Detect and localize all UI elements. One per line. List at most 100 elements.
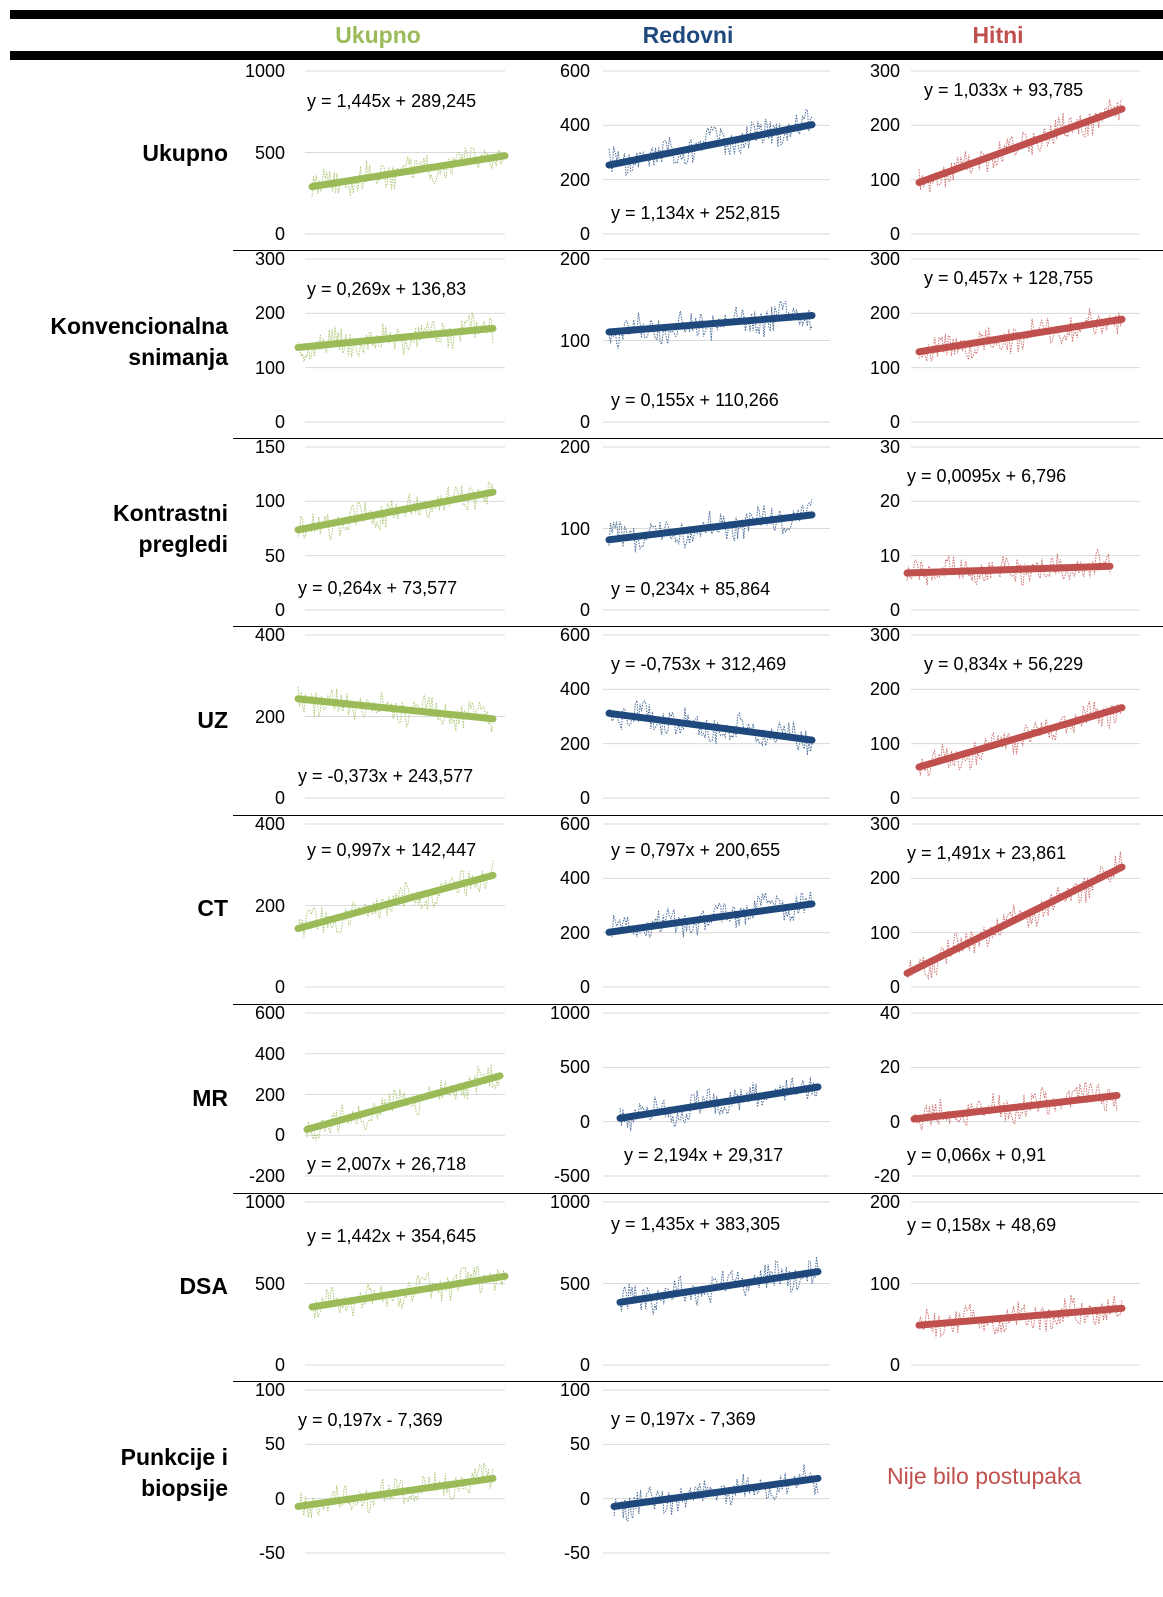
trendline-equation: y = 0,834x + 56,229: [924, 654, 1084, 674]
panel-6-2: [911, 1201, 1140, 1366]
trendline-equation: y = 0,797x + 200,655: [611, 840, 781, 860]
y-tick-label: -20: [873, 1166, 900, 1186]
y-tick-label: 200: [254, 706, 285, 727]
series-line: [306, 1063, 501, 1141]
trendline: [910, 1092, 1121, 1123]
trendline-equation: y = 0,997x + 142,447: [307, 840, 477, 860]
y-tick-label: 100: [869, 733, 900, 754]
y-tick-label: 0: [579, 224, 590, 244]
y-tick-label: 200: [254, 303, 285, 324]
series-line: [608, 700, 813, 756]
y-tick-label: 600: [559, 814, 590, 834]
y-tick-label: 600: [559, 625, 590, 645]
trendline: [903, 863, 1126, 977]
panel-5-1: [603, 1012, 830, 1177]
trendline: [294, 1474, 497, 1510]
trendline-equation: y = 1,033x + 93,785: [924, 80, 1084, 100]
column-header-hitni: Hitni: [972, 22, 1024, 48]
y-tick-label: 100: [254, 357, 285, 378]
y-tick-label: 100: [559, 518, 590, 539]
y-tick-label: 150: [254, 437, 285, 457]
panel-4-2: [903, 823, 1140, 988]
trendline: [308, 152, 509, 191]
y-tick-label: 50: [264, 1434, 285, 1455]
row-separator: [233, 815, 1163, 816]
trendline: [616, 1083, 822, 1122]
series-line: [297, 860, 494, 938]
y-tick-label: -50: [258, 1543, 285, 1563]
row-separator: [233, 438, 1163, 439]
row-label: Kontrastni pregledi: [0, 498, 228, 560]
y-tick-label: 0: [274, 600, 285, 620]
row-label: Ukupno: [0, 138, 228, 169]
column-header-redovni: Redovni: [642, 22, 734, 48]
y-tick-label: 0: [889, 1111, 900, 1132]
y-tick-label: 200: [559, 733, 590, 754]
y-tick-label: 200: [559, 169, 590, 190]
trendline: [294, 488, 497, 534]
y-tick-label: 600: [254, 1003, 285, 1023]
y-tick-label: 400: [254, 1043, 285, 1064]
row-label: Konvencionalna snimanja: [0, 311, 228, 373]
no-procedures-note: Nije bilo postupaka: [887, 1463, 1082, 1489]
trendline: [294, 324, 497, 352]
trendline-equation: y = 1,134x + 252,815: [611, 203, 781, 223]
y-tick-label: 400: [254, 625, 285, 645]
y-tick-label: 500: [559, 1057, 590, 1078]
trendline: [605, 311, 816, 336]
y-tick-label: 200: [254, 1084, 285, 1105]
trendline: [605, 709, 816, 744]
y-tick-label: 0: [579, 412, 590, 432]
panel-7-1: [603, 1389, 830, 1554]
trendline: [605, 900, 816, 936]
y-tick-label: 100: [254, 1380, 285, 1400]
y-tick-label: 0: [274, 1488, 285, 1509]
y-tick-label: 200: [869, 1192, 900, 1212]
trendline-equation: y = -0,753x + 312,469: [611, 654, 787, 674]
trendline: [605, 121, 816, 169]
y-tick-label: 50: [264, 545, 285, 566]
y-tick-label: 400: [559, 115, 590, 136]
panel-5-0: [303, 1012, 505, 1177]
y-tick-label: 0: [579, 1355, 590, 1375]
y-tick-label: 1000: [244, 1192, 285, 1212]
y-tick-label: 20: [879, 491, 900, 512]
y-tick-label: 500: [254, 142, 285, 163]
y-tick-label: 0: [274, 412, 285, 432]
trendline-equation: y = 0,234x + 85,864: [611, 579, 771, 599]
y-tick-label: 600: [559, 61, 590, 81]
trendline: [294, 871, 497, 933]
panel-0-0: [305, 70, 509, 235]
top-border-thick: [10, 51, 1163, 60]
row-label: MR: [0, 1083, 228, 1114]
y-tick-label: 100: [869, 922, 900, 943]
row-label-line: snimanja: [128, 344, 228, 370]
trendline: [915, 315, 1126, 356]
y-tick-label: 0: [274, 1355, 285, 1375]
trendline-equation: y = 0,0095x + 6,796: [907, 466, 1067, 486]
panel-3-1: [603, 634, 830, 799]
trendline: [605, 511, 816, 544]
y-tick-label: 0: [274, 788, 285, 808]
panel-1-0: [294, 258, 505, 423]
row-separator: [233, 626, 1163, 627]
trendline-equation: y = 1,445x + 289,245: [307, 91, 477, 111]
row-label-line: CT: [197, 895, 228, 921]
y-tick-label: 0: [889, 977, 900, 997]
trendline-equation: y = 0,264x + 73,577: [298, 578, 458, 598]
y-tick-label: 0: [889, 412, 900, 432]
panel-0-1: [603, 70, 830, 235]
trendline: [308, 1272, 509, 1311]
row-label: CT: [0, 893, 228, 924]
y-tick-label: 100: [869, 169, 900, 190]
y-tick-label: 100: [869, 1273, 900, 1294]
row-separator: [233, 1193, 1163, 1194]
row-separator: [233, 1004, 1163, 1005]
y-tick-label: 20: [879, 1057, 900, 1078]
top-border-thin: [10, 10, 1163, 19]
y-tick-label: 1000: [549, 1192, 590, 1212]
y-tick-label: 100: [869, 357, 900, 378]
panel-3-2: [911, 634, 1140, 799]
panel-1-1: [603, 258, 830, 423]
